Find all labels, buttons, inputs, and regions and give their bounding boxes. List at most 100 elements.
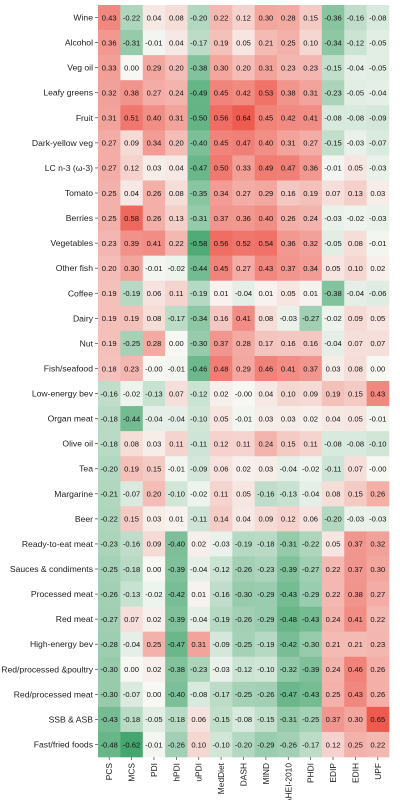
cell-value: -0.17 (212, 690, 229, 699)
heatmap-cell (321, 155, 345, 181)
heatmap-cell (299, 731, 323, 758)
cell-value: -0.30 (101, 690, 118, 699)
heatmap-cell (321, 80, 345, 106)
cell-value: -0.15 (212, 715, 229, 724)
heatmap-cell (209, 5, 233, 31)
cell-value: 0.24 (326, 615, 341, 624)
heatmap-cell (321, 456, 345, 482)
heatmap-cell (98, 230, 121, 256)
heatmap-cell (142, 381, 166, 407)
cell-value: -0.16 (123, 540, 140, 549)
heatmap-cell (366, 180, 390, 206)
heatmap-cell (187, 55, 211, 81)
heatmap-cell (299, 631, 323, 658)
cell-value: -0.10 (369, 439, 386, 448)
cell-value: -0.16 (212, 590, 229, 599)
cell-value: -0.13 (280, 490, 297, 499)
heatmap-cell (277, 606, 300, 632)
cell-value: -0.02 (302, 465, 319, 474)
heatmap-cell (120, 731, 144, 758)
cell-value: 0.03 (147, 515, 162, 524)
cell-value: -0.39 (302, 665, 319, 674)
heatmap-cell (209, 355, 233, 382)
heatmap-cell (98, 606, 121, 632)
cell-value: 0.02 (214, 389, 229, 398)
cell-value: -0.47 (280, 690, 297, 699)
row-label: Olive oil (62, 439, 93, 449)
cell-value: -0.02 (324, 314, 341, 323)
heatmap-cell (98, 506, 121, 532)
heatmap-cell (254, 30, 278, 56)
heatmap-cell (209, 581, 233, 607)
heatmap-cell (299, 330, 323, 357)
heatmap-cell (142, 731, 166, 758)
heatmap-cell (165, 255, 188, 282)
cell-value: -0.29 (257, 740, 274, 749)
heatmap-cell (98, 481, 121, 507)
cell-value: -0.00 (235, 389, 252, 398)
cell-value: -0.01 (369, 239, 386, 248)
cell-value: -0.30 (101, 665, 118, 674)
cell-value: 0.00 (124, 665, 139, 674)
heatmap-cell (344, 431, 367, 457)
heatmap-cell (299, 656, 323, 683)
cell-value: 0.03 (258, 465, 273, 474)
cell-value: -0.00 (145, 364, 162, 373)
heatmap-cell (321, 130, 345, 156)
heatmap-cell (366, 656, 390, 683)
heatmap-cell (165, 731, 188, 758)
cell-value: -0.43 (280, 590, 297, 599)
cell-value: 0.65 (370, 715, 385, 724)
heatmap-cell (366, 255, 390, 282)
column-label: EDIP (328, 763, 338, 783)
heatmap-cell (142, 706, 166, 733)
cell-value: 0.20 (169, 63, 184, 72)
row-label: Red meat (56, 614, 94, 624)
cell-value: -0.49 (190, 89, 207, 98)
heatmap-cell (98, 531, 121, 557)
cell-value: 0.27 (303, 139, 318, 148)
heatmap-cell (120, 556, 144, 582)
row-label: Coffee (68, 288, 93, 298)
heatmap-cell (344, 531, 367, 557)
heatmap-cell (277, 456, 300, 482)
heatmap-cell (254, 731, 278, 758)
cell-value: -0.03 (212, 540, 229, 549)
cell-value: -0.30 (235, 590, 252, 599)
heatmap-cell (142, 606, 166, 632)
heatmap-cell (321, 531, 345, 557)
cell-value: 0.32 (370, 540, 385, 549)
column-label: uPDI (194, 763, 204, 782)
heatmap-cell (232, 656, 255, 683)
cell-value: 0.01 (191, 590, 206, 599)
cell-value: 0.56 (214, 114, 229, 123)
heatmap-cell (254, 481, 278, 507)
cell-value: 0.03 (326, 364, 341, 373)
cell-value: 0.50 (214, 164, 229, 173)
heatmap-cell (254, 581, 278, 607)
cell-value: 0.14 (214, 515, 229, 524)
cell-value: 0.38 (348, 590, 363, 599)
heatmap-cell (232, 355, 255, 382)
cell-value: -0.11 (190, 439, 207, 448)
cell-value: 0.37 (348, 565, 363, 574)
heatmap-cell (254, 155, 278, 181)
heatmap-cell (120, 656, 144, 683)
cell-value: 0.24 (169, 89, 184, 98)
cell-value: -0.19 (235, 540, 252, 549)
heatmap-cell (277, 706, 300, 733)
heatmap-cell (98, 456, 121, 482)
heatmap-cell (321, 230, 345, 256)
column-label: PHDI (306, 763, 316, 783)
cell-value: -0.04 (347, 289, 364, 298)
cell-value: 0.07 (124, 615, 139, 624)
row-label: SSB & ASB (49, 714, 94, 724)
heatmap-cell (366, 481, 390, 507)
cell-value: 0.10 (191, 740, 206, 749)
heatmap-cell (142, 481, 166, 507)
heatmap-cell (98, 355, 121, 382)
cell-value: 0.36 (303, 164, 318, 173)
cell-value: 0.05 (214, 414, 229, 423)
cell-value: -0.03 (369, 164, 386, 173)
cell-value: -0.23 (324, 89, 341, 98)
